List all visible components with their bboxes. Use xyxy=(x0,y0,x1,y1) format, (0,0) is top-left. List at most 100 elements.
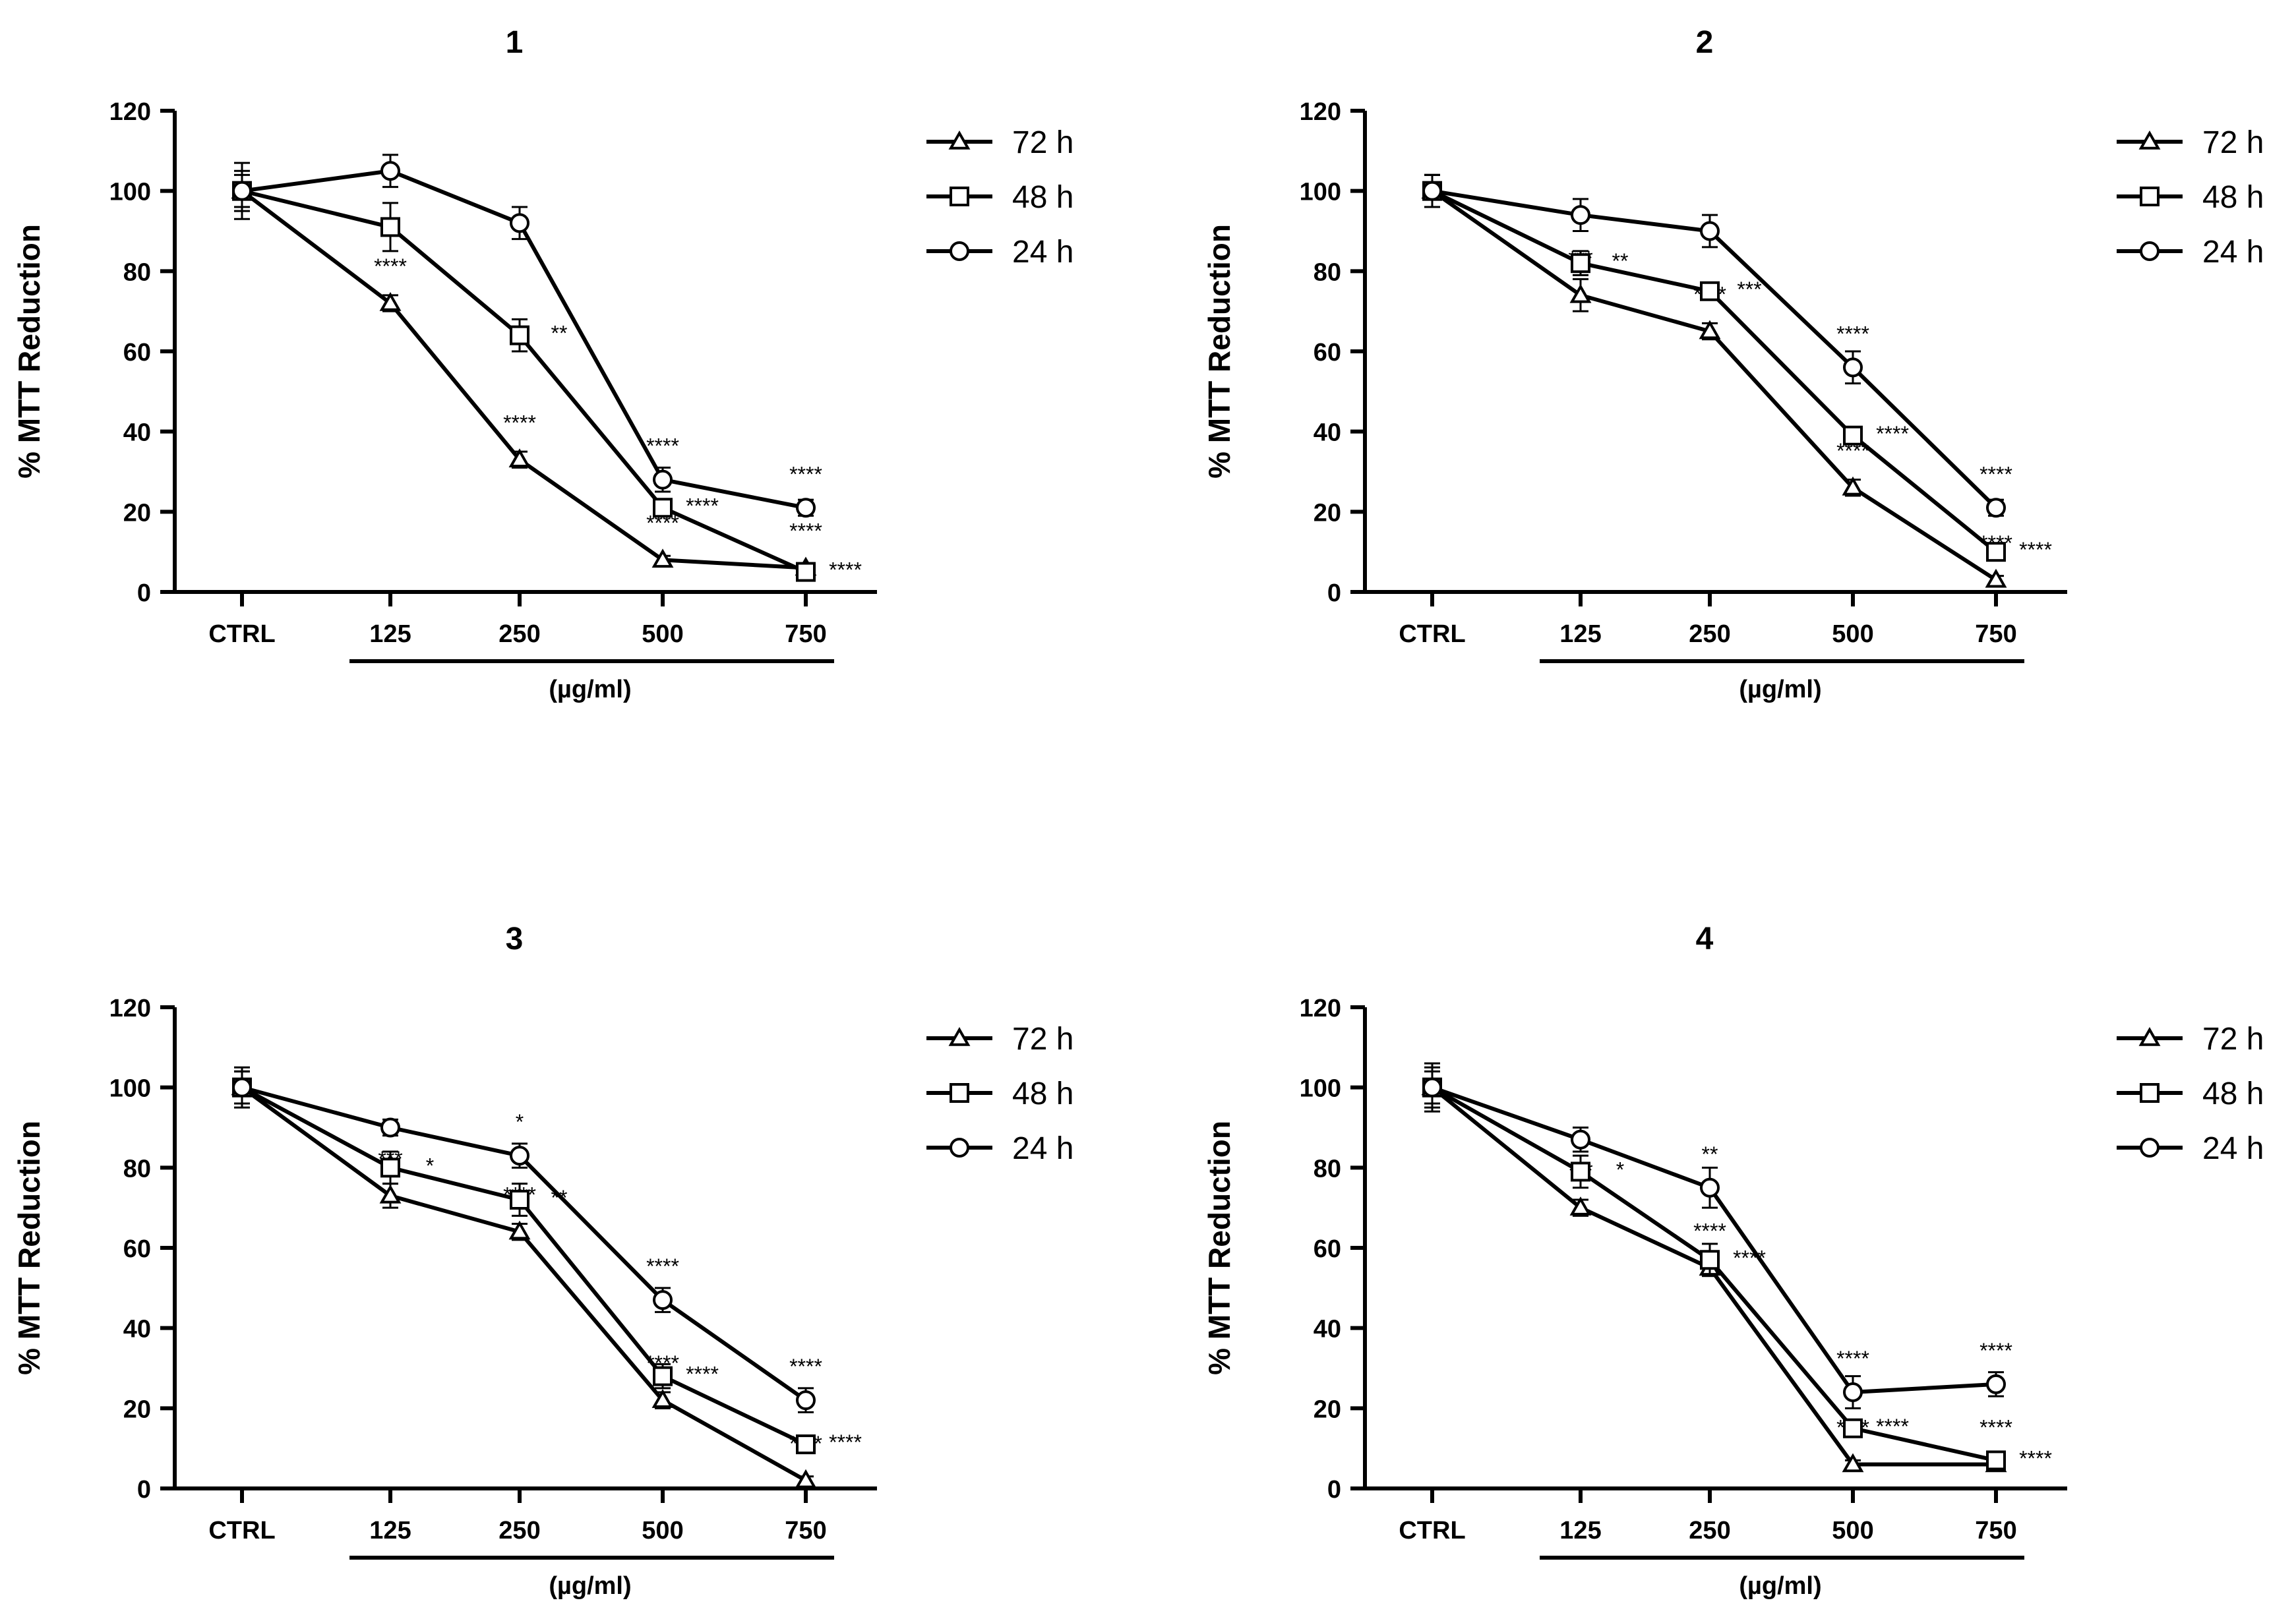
data-point-triangle xyxy=(1842,1453,1864,1473)
significance-label: **** xyxy=(789,462,822,486)
legend-marker-triangle xyxy=(2138,130,2161,150)
significance-label: **** xyxy=(1693,1219,1726,1243)
legend-marker-circle xyxy=(2140,241,2160,261)
series-line-square xyxy=(1431,189,1997,554)
x-tick-label: 750 xyxy=(1975,620,2016,648)
legend-label: 48 h xyxy=(2202,180,2264,215)
panel-1: 1 0 20 40 60 80 100 120 CTRL 125 250 500 750 (µg/ml)%… xyxy=(12,25,1073,703)
data-point-circle xyxy=(1843,1382,1863,1402)
data-point-circle xyxy=(232,181,252,201)
x-tick-label: 500 xyxy=(642,1517,683,1544)
x-axis-label: (µg/ml) xyxy=(549,676,631,703)
data-point-circle xyxy=(1571,205,1590,225)
legend-label: 48 h xyxy=(1012,180,1073,215)
y-tick-label: 0 xyxy=(1327,579,1341,607)
data-point-square xyxy=(1986,542,2006,562)
legend-marker-circle xyxy=(950,1138,969,1158)
y-axis-label: % MTT Reduction xyxy=(12,1121,46,1375)
data-point-circle xyxy=(380,1117,400,1138)
legend-label: 24 h xyxy=(1012,1131,1073,1166)
y-tick-label: 60 xyxy=(123,1235,151,1263)
significance-label: **** xyxy=(2019,538,2052,562)
data-point-square xyxy=(653,498,673,518)
y-tick-label: 100 xyxy=(1300,179,1341,206)
data-point-square xyxy=(510,1190,529,1210)
y-tick-label: 0 xyxy=(1327,1476,1341,1504)
data-point-triangle xyxy=(379,1184,402,1204)
data-point-triangle xyxy=(379,291,402,311)
legend-marker-square xyxy=(950,187,969,206)
data-point-circle xyxy=(1843,357,1863,378)
panel-title: 2 xyxy=(1696,25,1714,60)
y-tick-label: 40 xyxy=(1314,1316,1341,1343)
significance-label: **** xyxy=(1979,1416,2012,1440)
series-line-triangle xyxy=(1431,189,1997,582)
x-tick-label: 500 xyxy=(1832,1517,1873,1544)
significance-label: * xyxy=(516,1110,524,1134)
x-tick-label: 500 xyxy=(1832,620,1873,648)
series-line-square xyxy=(241,1086,807,1446)
data-point-square xyxy=(1843,1418,1863,1438)
data-point-square xyxy=(1700,1250,1720,1270)
significance-label: ** xyxy=(1702,1142,1718,1166)
y-tick-label: 100 xyxy=(109,179,151,206)
y-tick-label: 60 xyxy=(123,339,151,367)
y-axis-label: % MTT Reduction xyxy=(1202,224,1236,479)
data-point-square xyxy=(1571,253,1590,274)
data-point-triangle xyxy=(508,448,531,467)
legend-marker-circle xyxy=(950,241,969,261)
significance-label: **** xyxy=(1979,462,2012,486)
data-point-triangle xyxy=(1985,568,2007,588)
x-tick-label: CTRL xyxy=(208,1517,275,1544)
y-tick-label: 40 xyxy=(1314,419,1341,447)
y-tick-label: 120 xyxy=(1300,98,1341,126)
data-point-circle xyxy=(653,469,673,490)
data-point-circle xyxy=(1700,221,1720,241)
significance-label: ** xyxy=(1612,249,1629,273)
legend-marker-square xyxy=(2140,187,2160,206)
y-axis-label: % MTT Reduction xyxy=(1202,1121,1236,1375)
significance-label: **** xyxy=(829,1430,862,1454)
legend-label: 24 h xyxy=(1012,235,1073,270)
y-tick-label: 0 xyxy=(137,1476,151,1504)
significance-label: **** xyxy=(789,1355,822,1378)
data-point-square xyxy=(380,1158,400,1178)
data-point-circle xyxy=(1422,181,1442,201)
legend-label: 48 h xyxy=(2202,1076,2264,1111)
y-tick-label: 0 xyxy=(137,579,151,607)
significance-label: **** xyxy=(1836,322,1869,345)
y-tick-label: 60 xyxy=(1314,339,1341,367)
data-point-circle xyxy=(796,498,816,518)
y-tick-label: 60 xyxy=(1314,1235,1341,1263)
data-point-circle xyxy=(653,1290,673,1310)
y-tick-label: 40 xyxy=(123,1316,151,1343)
x-tick-label: CTRL xyxy=(1399,620,1465,648)
panel-title: 3 xyxy=(506,922,524,956)
y-tick-label: 20 xyxy=(123,499,151,527)
significance-label: **** xyxy=(646,1254,679,1278)
y-tick-label: 80 xyxy=(123,258,151,286)
data-point-triangle xyxy=(1842,476,1864,496)
data-point-triangle xyxy=(1569,283,1592,303)
data-point-circle xyxy=(1986,498,2006,518)
y-axis-label: % MTT Reduction xyxy=(12,224,46,479)
significance-label: **** xyxy=(2019,1446,2052,1470)
data-point-circle xyxy=(1700,1177,1720,1198)
y-tick-label: 20 xyxy=(1314,499,1341,527)
significance-label: **** xyxy=(1876,422,1909,446)
data-point-circle xyxy=(232,1077,252,1098)
series-line-triangle xyxy=(241,1086,807,1483)
data-point-square xyxy=(380,217,400,237)
y-tick-label: 100 xyxy=(1300,1075,1341,1103)
significance-label: **** xyxy=(1876,1415,1909,1438)
y-tick-label: 100 xyxy=(109,1075,151,1103)
legend-label: 72 h xyxy=(2202,1022,2264,1057)
x-tick-label: 125 xyxy=(1559,620,1601,648)
data-point-triangle xyxy=(651,1389,674,1408)
data-point-circle xyxy=(796,1390,816,1411)
legend-label: 24 h xyxy=(2202,235,2264,270)
significance-label: **** xyxy=(686,494,719,517)
legend-marker-circle xyxy=(2140,1138,2160,1158)
data-point-circle xyxy=(1422,1077,1442,1098)
